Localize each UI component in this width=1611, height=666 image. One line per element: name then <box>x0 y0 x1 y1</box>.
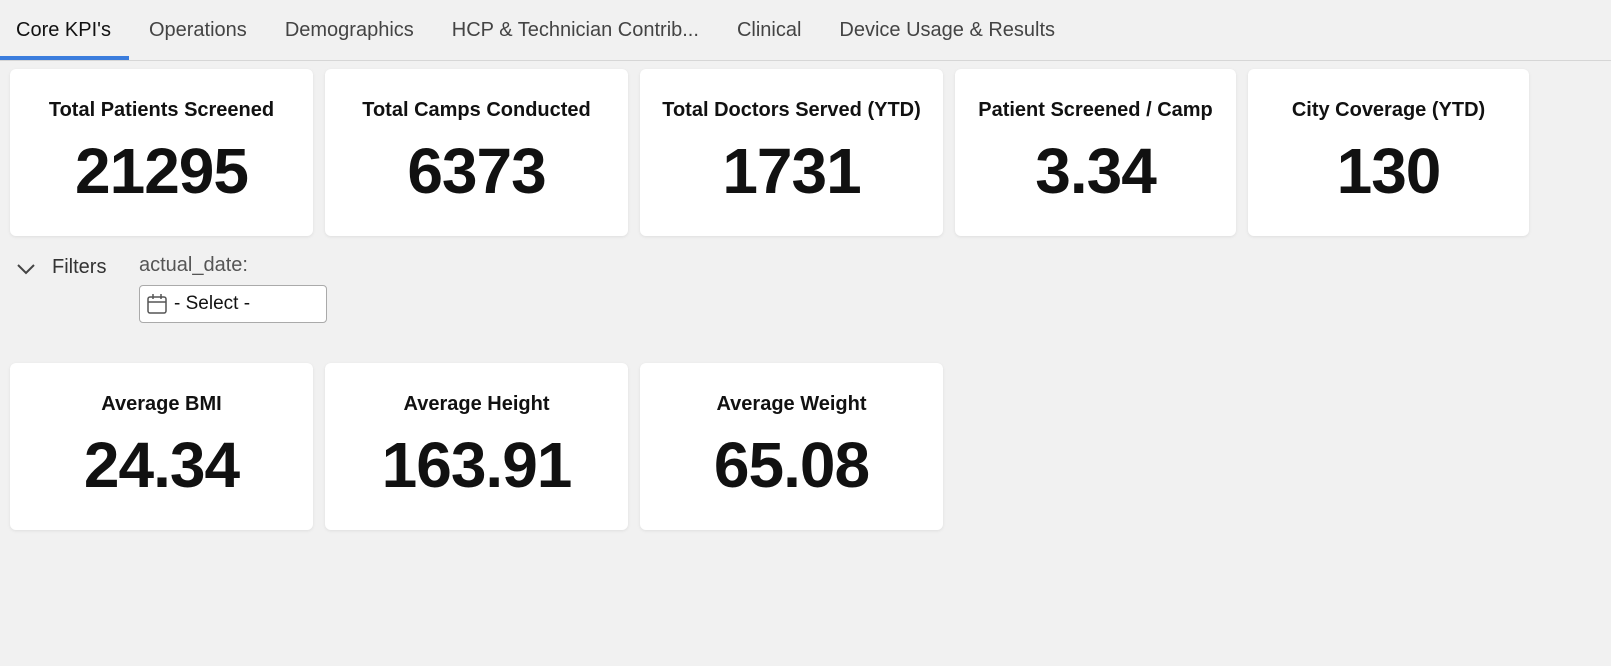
kpi-title: Average Weight <box>716 393 867 415</box>
tab[interactable]: Clinical <box>736 19 802 41</box>
tab[interactable]: HCP & Technician Contrib... <box>451 19 699 41</box>
chevron[interactable] <box>16 262 36 276</box>
kpi-card: Total Camps Conducted 6373 <box>325 69 628 236</box>
kpi-card: Average BMI 24.34 <box>10 363 313 530</box>
tab-bar: Core KPI's Operations Demographics HCP & Te… <box>0 0 1611 61</box>
field-label: actual_date: <box>139 254 248 276</box>
kpi-title: City Coverage (YTD) <box>1291 99 1486 121</box>
kpi-card: Average Height 163.91 <box>325 363 628 530</box>
kpi-row: Total Patients Screened 21295 Total Camps … <box>10 69 1529 236</box>
kpi-title: Total Patients Screened <box>48 99 275 121</box>
tab[interactable]: Operations <box>148 19 247 41</box>
kpi-value: 3.34 <box>1035 135 1157 207</box>
kpi-card: Patient Screened / Camp 3.34 <box>955 69 1236 236</box>
kpi-title: Average Height <box>403 393 550 415</box>
select-placeholder: - Select - <box>174 293 251 314</box>
kpi-value: 65.08 <box>713 429 870 501</box>
tab[interactable]: Core KPI's <box>0 19 129 60</box>
kpi-value: 21295 <box>75 135 249 207</box>
kpi-title: Total Doctors Served (YTD) <box>662 99 921 121</box>
kpi-card: Average Weight 65.08 <box>640 363 943 530</box>
kpi-value: 163.91 <box>381 429 573 501</box>
kpi-title: Patient Screened / Camp <box>978 99 1213 121</box>
kpi-value: 130 <box>1336 135 1442 207</box>
kpi-card: Total Patients Screened 21295 <box>10 69 313 236</box>
tab[interactable]: Device Usage & Results <box>839 19 1056 41</box>
kpi-title: Total Camps Conducted <box>362 99 591 121</box>
kpi-value: 24.34 <box>83 429 240 501</box>
kpi-title: Average BMI <box>101 393 222 415</box>
kpi-row: Average BMI 24.34 Average Height 163.91 Aver… <box>10 363 943 530</box>
kpi-card: Total Doctors Served (YTD) 1731 <box>640 69 943 236</box>
tab[interactable]: Demographics <box>284 19 414 41</box>
calendar-icon <box>147 294 167 314</box>
date-select[interactable]: - Select - <box>139 285 327 323</box>
kpi-card: City Coverage (YTD) 130 <box>1248 69 1529 236</box>
kpi-value: 1731 <box>722 135 861 207</box>
kpi-value: 6373 <box>407 135 546 207</box>
filters-label[interactable]: Filters <box>52 256 107 278</box>
